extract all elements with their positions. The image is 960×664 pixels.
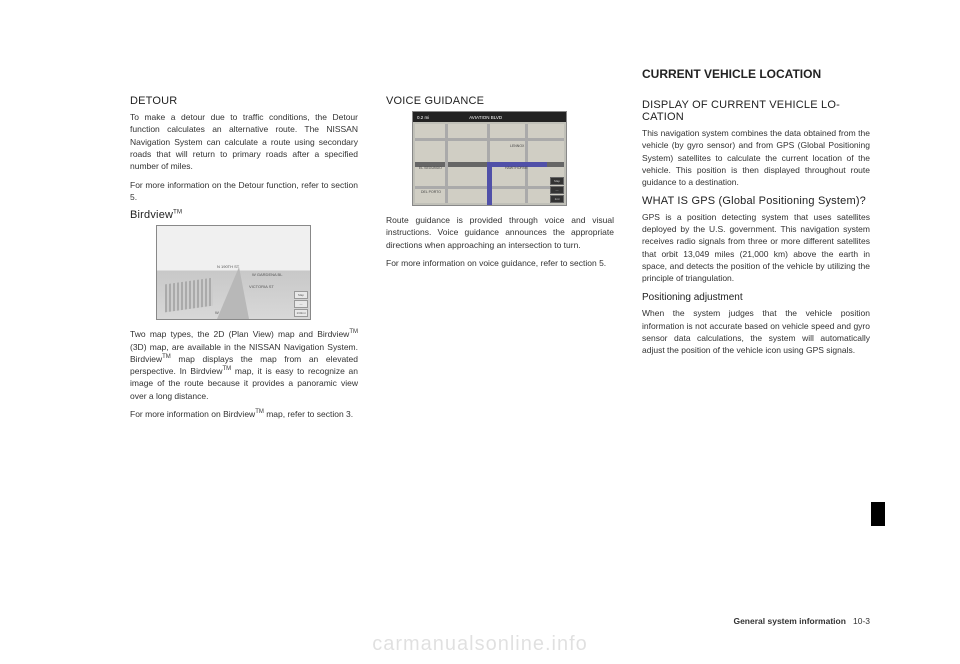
heading-display: DISPLAY OF CURRENT VEHICLE LO- CATION: [642, 99, 870, 123]
page-content: DETOUR To make a detour due to traffic c…: [0, 0, 960, 456]
heading-detour: DETOUR: [130, 95, 358, 107]
para-voice-2: For more information on voice guidance, …: [386, 257, 614, 269]
fig1-label-1: N 190TH ST: [217, 264, 239, 269]
fig2-lbl-delporto: DEL PORTO: [421, 190, 441, 194]
section-tab: [871, 502, 885, 526]
fig1-btn-scale: 1/32mi: [294, 309, 308, 317]
heading-birdview-tm: TM: [173, 210, 182, 216]
fig2-topbar: 0.2 mi AVIATION BLVD: [413, 112, 566, 122]
para-birdview-1: Two map types, the 2D (Plan View) map an…: [130, 328, 358, 402]
fig1-buttons: Map Menu --- 1/32mi: [294, 291, 308, 317]
footer-page: 10-3: [853, 616, 870, 626]
fig2-lbl-elsegundo: EL SEGUNDO: [419, 166, 442, 170]
para-detour-1: To make a detour due to traffic conditio…: [130, 111, 358, 173]
fig1-btn-2: ---: [294, 300, 308, 308]
column-1: DETOUR To make a detour due to traffic c…: [130, 95, 358, 426]
heading-voice: VOICE GUIDANCE: [386, 95, 614, 107]
heading-birdview-text: Birdview: [130, 209, 173, 221]
figure-birdview-3d: N 190TH ST W GARDENA BL VICTORIA ST W SE…: [156, 225, 311, 320]
watermark: carmanualsonline.info: [0, 633, 960, 656]
fig2-buttons: Map View --- 1mi: [550, 177, 564, 203]
fig1-label-2: W GARDENA BL: [252, 272, 282, 277]
heading-birdview: BirdviewTM: [130, 209, 358, 221]
heading-positioning: Positioning adjustment: [642, 292, 870, 303]
fig2-btn-view: Map View: [550, 177, 564, 185]
chapter-header: CURRENT VEHICLE LOCATION: [642, 67, 870, 81]
para-detour-2: For more information on the Detour funct…: [130, 179, 358, 204]
footer-section: General system information: [733, 616, 845, 626]
fig1-label-3: VICTORIA ST: [249, 284, 274, 289]
figure-voice-map: 0.2 mi AVIATION BLVD LENNOX EL SEGUNDO H…: [412, 111, 567, 206]
column-2: VOICE GUIDANCE 0.2 mi AVIATION BLVD LENN…: [386, 95, 614, 426]
para-voice-1: Route guidance is provided through voice…: [386, 214, 614, 251]
para-birdview-2: For more information on BirdviewTM map, …: [130, 408, 358, 420]
fig1-label-4: W SEGUNDA ST: [215, 310, 246, 315]
fig2-topbar-dist: 0.2 mi: [417, 115, 429, 120]
heading-gps: WHAT IS GPS (Global Positioning System)?: [642, 195, 870, 207]
fig2-lbl-lennox: LENNOX: [510, 144, 524, 148]
fig1-btn-menu: Map Menu: [294, 291, 308, 299]
column-3: CURRENT VEHICLE LOCATION DISPLAY OF CURR…: [642, 95, 870, 426]
para-gps: GPS is a position detecting system that …: [642, 211, 870, 285]
fig2-btn-2: ---: [550, 186, 564, 194]
para-positioning: When the system judges that the vehicle …: [642, 307, 870, 356]
fig2-streets: LENNOX EL SEGUNDO HAWTHORNE DEL PORTO: [415, 124, 564, 203]
para-display: This navigation system combines the data…: [642, 127, 870, 189]
fig2-topbar-street: AVIATION BLVD: [469, 115, 502, 120]
page-footer: General system information 10-3: [733, 616, 870, 626]
fig2-btn-scale: 1mi: [550, 195, 564, 203]
fig2-lbl-hawthorne: HAWTHORNE: [505, 166, 528, 170]
